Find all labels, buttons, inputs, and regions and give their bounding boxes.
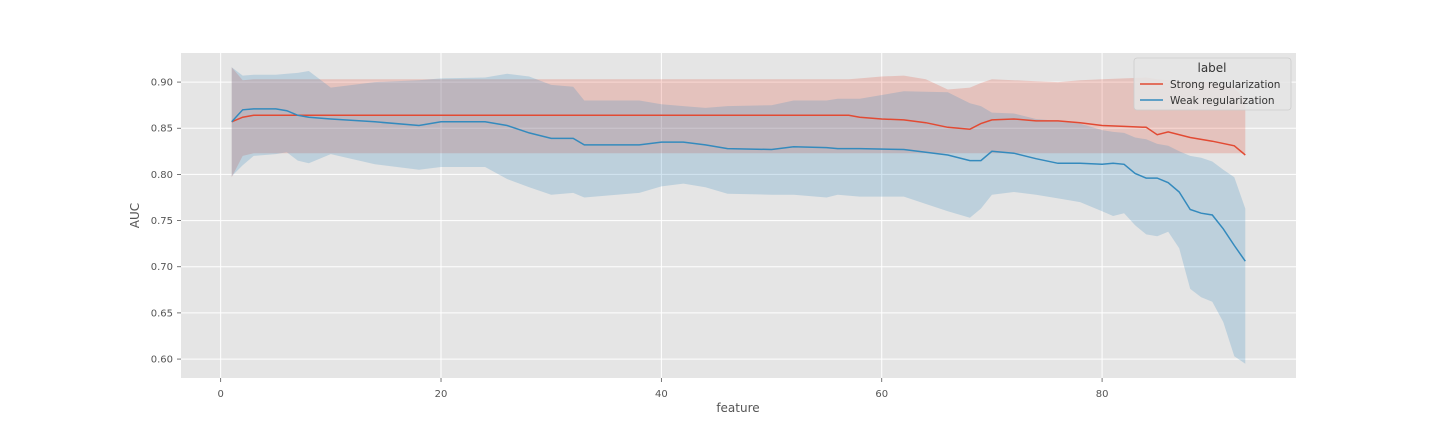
x-tick-label: 60 — [875, 389, 888, 400]
x-axis: 0 20 40 60 80 — [217, 378, 1108, 400]
y-tick-label: 0.75 — [151, 216, 173, 227]
y-axis-label: AUC — [128, 203, 142, 228]
y-axis: 0.60 0.65 0.70 0.75 0.80 0.85 0.90 — [151, 78, 181, 366]
gridlines — [181, 53, 1296, 378]
y-tick-label: 0.60 — [151, 355, 173, 366]
confidence-band-strong — [231, 67, 1246, 178]
y-tick-label: 0.85 — [151, 124, 173, 135]
legend-entry-weak: Weak regularization — [1170, 95, 1275, 107]
series-line-strong — [231, 114, 1246, 156]
x-tick-label: 0 — [217, 389, 223, 400]
plot-background — [181, 53, 1296, 378]
series-line-weak — [231, 108, 1246, 262]
legend-title: label — [1197, 61, 1226, 75]
x-tick-label: 80 — [1096, 389, 1109, 400]
series-lines — [231, 108, 1246, 262]
confidence-band-weak — [231, 67, 1246, 364]
legend: label Strong regularization Weak regular… — [1133, 57, 1292, 111]
confidence-bands — [231, 67, 1246, 364]
y-tick-label: 0.80 — [151, 170, 173, 181]
y-tick-label: 0.65 — [151, 308, 173, 319]
y-tick-label: 0.70 — [151, 262, 173, 273]
legend-entry-strong: Strong regularization — [1170, 79, 1280, 91]
x-tick-label: 40 — [655, 389, 668, 400]
legend-box — [1133, 57, 1292, 111]
y-tick-label: 0.90 — [151, 78, 173, 89]
x-tick-label: 20 — [435, 389, 448, 400]
x-axis-label: feature — [716, 401, 759, 415]
